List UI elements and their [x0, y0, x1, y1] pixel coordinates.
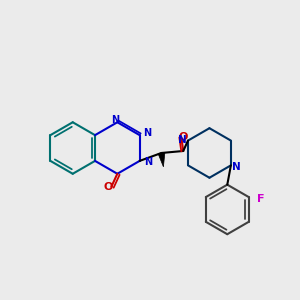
Text: O: O: [104, 182, 113, 192]
Text: N: N: [232, 162, 241, 172]
Text: F: F: [257, 194, 264, 204]
Text: N: N: [111, 115, 119, 125]
Text: N: N: [144, 128, 152, 138]
Text: N: N: [178, 135, 186, 145]
Polygon shape: [158, 152, 165, 167]
Text: N: N: [145, 157, 153, 167]
Text: O: O: [178, 132, 188, 142]
